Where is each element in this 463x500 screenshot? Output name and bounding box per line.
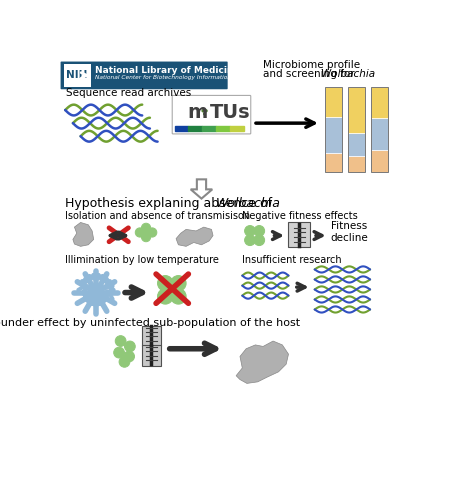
Bar <box>348 87 365 172</box>
Bar <box>325 87 342 117</box>
Circle shape <box>157 288 173 304</box>
Text: TUs: TUs <box>210 103 250 122</box>
Text: Founder effect by uninfected sub-population of the host: Founder effect by uninfected sub-populat… <box>0 318 300 328</box>
Text: Illimination by low temperature: Illimination by low temperature <box>65 255 219 265</box>
Circle shape <box>148 228 157 237</box>
Circle shape <box>157 276 173 291</box>
Text: Wolbachia: Wolbachia <box>215 198 280 210</box>
Bar <box>348 87 365 132</box>
Circle shape <box>119 356 130 367</box>
Bar <box>202 126 216 131</box>
Bar <box>348 156 365 172</box>
Circle shape <box>244 226 256 236</box>
Text: Wolbachia: Wolbachia <box>321 69 375 79</box>
Text: Sequence read archives: Sequence read archives <box>66 88 191 98</box>
Polygon shape <box>176 227 213 246</box>
Text: Fitness
decline: Fitness decline <box>331 221 369 242</box>
Circle shape <box>199 107 210 118</box>
FancyBboxPatch shape <box>61 62 228 90</box>
Circle shape <box>171 276 186 291</box>
Circle shape <box>204 113 206 115</box>
Bar <box>371 87 388 118</box>
Circle shape <box>115 336 126 346</box>
Text: Negative fitness effects: Negative fitness effects <box>242 210 358 220</box>
Polygon shape <box>191 180 212 199</box>
Bar <box>325 153 342 172</box>
Circle shape <box>244 235 256 246</box>
Polygon shape <box>236 341 288 384</box>
Polygon shape <box>73 222 94 246</box>
Bar <box>348 132 365 156</box>
Circle shape <box>135 228 144 237</box>
Circle shape <box>141 232 150 241</box>
Text: NIH: NIH <box>66 70 88 81</box>
Circle shape <box>114 347 125 358</box>
Circle shape <box>254 226 265 236</box>
Text: m: m <box>188 103 208 122</box>
FancyBboxPatch shape <box>288 222 310 247</box>
Bar <box>325 87 342 172</box>
Circle shape <box>141 223 150 232</box>
Bar <box>371 87 388 172</box>
Text: Insufficient research: Insufficient research <box>242 255 342 265</box>
Bar <box>142 326 162 346</box>
Text: Hypothesis explaning absence of: Hypothesis explaning absence of <box>65 198 276 210</box>
Bar <box>371 150 388 172</box>
Text: National Library of Medicine: National Library of Medicine <box>95 66 240 74</box>
Bar <box>188 126 202 131</box>
Circle shape <box>171 288 186 304</box>
Bar <box>216 126 230 131</box>
Circle shape <box>205 110 207 112</box>
Text: Microbiome profile: Microbiome profile <box>263 60 360 70</box>
Text: Isolation and absence of transmisison: Isolation and absence of transmisison <box>65 210 250 220</box>
Bar <box>371 118 388 150</box>
Bar <box>142 345 162 366</box>
Bar <box>325 116 342 153</box>
Circle shape <box>202 110 204 112</box>
Bar <box>230 126 244 131</box>
Text: and screening for: and screening for <box>263 69 358 79</box>
Bar <box>63 64 91 87</box>
Bar <box>175 126 188 131</box>
Circle shape <box>124 351 134 362</box>
Text: National Center for Biotechnology Information: National Center for Biotechnology Inform… <box>95 75 232 80</box>
FancyBboxPatch shape <box>172 96 251 134</box>
Circle shape <box>125 341 135 352</box>
Circle shape <box>254 235 265 246</box>
